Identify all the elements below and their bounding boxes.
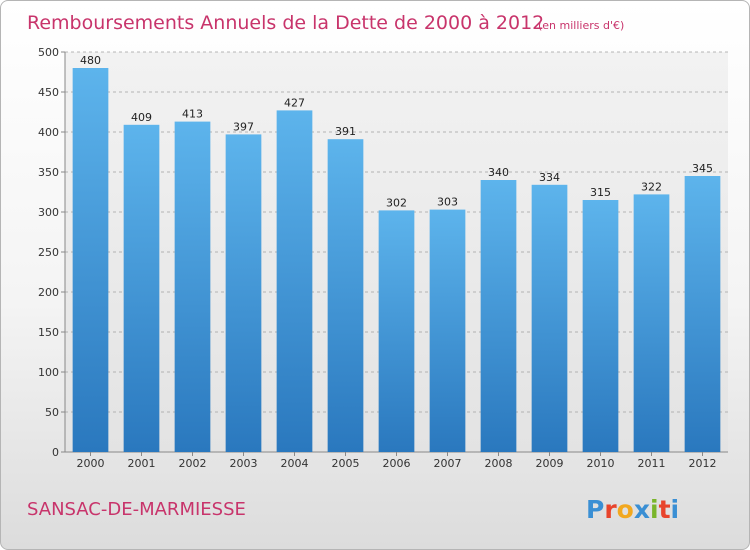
chart-title: Remboursements Annuels de la Dette de 20…: [27, 12, 544, 34]
bar-2012: [684, 176, 721, 452]
bar-2000: [72, 68, 109, 452]
y-tick-label: 150: [38, 326, 59, 339]
logo-letter: i: [671, 495, 680, 524]
x-tick-label: 2007: [434, 457, 462, 470]
data-label-2001: 409: [131, 111, 152, 124]
y-tick-label: 400: [38, 126, 59, 139]
x-tick-label: 2008: [485, 457, 513, 470]
y-tick-label: 100: [38, 366, 59, 379]
data-label-2002: 413: [182, 108, 203, 121]
logo-letter: P: [586, 495, 604, 524]
logo-letter: t: [659, 495, 671, 524]
bar-2008: [480, 180, 517, 452]
x-tick-label: 2009: [536, 457, 564, 470]
logo-letter: i: [650, 495, 659, 524]
data-label-2012: 345: [692, 162, 713, 175]
y-tick-label: 500: [38, 46, 59, 59]
bar-2007: [429, 209, 466, 452]
logo-letter: r: [604, 495, 617, 524]
y-tick-label: 250: [38, 246, 59, 259]
bar-2004: [276, 110, 313, 453]
proxiti-logo: Proxiti: [586, 495, 679, 524]
bar-2006: [378, 210, 415, 452]
y-tick-label: 200: [38, 286, 59, 299]
bar-2009: [531, 184, 568, 453]
y-tick-label: 50: [45, 406, 59, 419]
data-label-2005: 391: [335, 125, 356, 138]
commune-name: SANSAC-DE-MARMIESSE: [27, 499, 246, 520]
x-tick-label: 2012: [689, 457, 717, 470]
data-label-2000: 480: [80, 54, 101, 67]
data-label-2003: 397: [233, 120, 254, 133]
logo-letter: x: [634, 495, 650, 524]
bar-2001: [123, 124, 160, 453]
y-tick-label: 350: [38, 166, 59, 179]
x-tick-label: 2001: [128, 457, 156, 470]
data-label-2006: 302: [386, 196, 407, 209]
bar-2010: [582, 200, 619, 452]
data-label-2011: 322: [641, 180, 662, 193]
x-tick-label: 2011: [638, 457, 666, 470]
y-tick-label: 0: [52, 446, 59, 459]
y-tick-label: 450: [38, 86, 59, 99]
x-tick-label: 2005: [332, 457, 360, 470]
data-label-2007: 303: [437, 196, 458, 209]
x-tick-label: 2004: [281, 457, 309, 470]
data-label-2004: 427: [284, 96, 305, 109]
bar-2002: [174, 121, 211, 452]
x-tick-label: 2003: [230, 457, 258, 470]
data-label-2009: 334: [539, 171, 560, 184]
bar-2011: [633, 194, 670, 452]
data-label-2008: 340: [488, 166, 509, 179]
chart-subtitle: (en milliers d'€): [538, 19, 624, 32]
x-tick-label: 2010: [587, 457, 615, 470]
data-label-2010: 315: [590, 186, 611, 199]
bar-2005: [327, 139, 364, 452]
bar-2003: [225, 134, 262, 452]
x-tick-label: 2006: [383, 457, 411, 470]
y-tick-label: 300: [38, 206, 59, 219]
x-tick-label: 2002: [179, 457, 207, 470]
x-tick-label: 2000: [77, 457, 105, 470]
logo-letter: o: [617, 495, 634, 524]
